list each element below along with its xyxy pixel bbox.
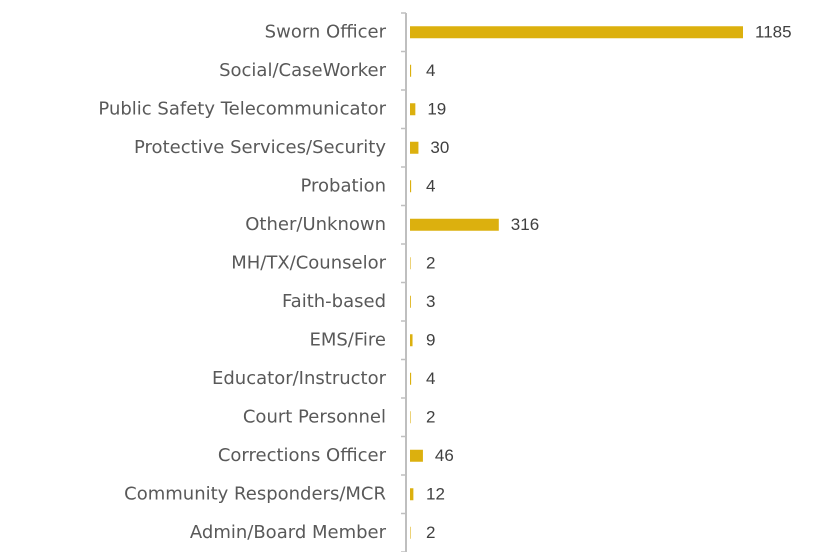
bar [410, 295, 411, 308]
value-label: 30 [430, 138, 449, 157]
category-label: Social/CaseWorker [219, 60, 386, 81]
category-label: Educator/Instructor [212, 368, 387, 389]
value-label: 4 [426, 177, 435, 196]
bar [410, 488, 414, 501]
value-label: 2 [426, 408, 435, 427]
value-label: 4 [426, 369, 435, 388]
category-label: Probation [301, 175, 387, 196]
category-label: Protective Services/Security [134, 137, 386, 158]
value-label: 12 [426, 485, 445, 504]
category-label: Admin/Board Member [190, 522, 387, 543]
value-label: 9 [426, 331, 435, 350]
category-label: MH/TX/Counselor [231, 252, 386, 273]
bar [410, 64, 412, 77]
bar [410, 526, 411, 539]
category-label: Corrections Officer [218, 445, 387, 466]
value-label: 19 [427, 100, 446, 119]
bar [410, 103, 416, 116]
value-label: 2 [426, 523, 435, 542]
bar [410, 257, 411, 270]
bar [410, 218, 499, 231]
bar [410, 26, 743, 39]
value-label: 316 [511, 215, 539, 234]
value-label: 1185 [755, 23, 792, 42]
value-label: 2 [426, 254, 435, 273]
bar [410, 141, 419, 154]
category-label: Faith-based [282, 291, 386, 312]
category-label: Public Safety Telecommunicator [98, 98, 386, 119]
value-label: 46 [435, 446, 454, 465]
value-label: 3 [426, 292, 435, 311]
category-label: Sworn Officer [265, 21, 387, 42]
bar [410, 334, 413, 347]
category-label: EMS/Fire [309, 329, 386, 350]
bar [410, 372, 412, 385]
value-label: 4 [426, 61, 435, 80]
category-label: Other/Unknown [245, 214, 386, 235]
bar [410, 180, 412, 193]
bar [410, 411, 411, 424]
category-label: Community Responders/MCR [124, 483, 386, 504]
category-label: Court Personnel [243, 406, 386, 427]
bar [410, 449, 423, 462]
